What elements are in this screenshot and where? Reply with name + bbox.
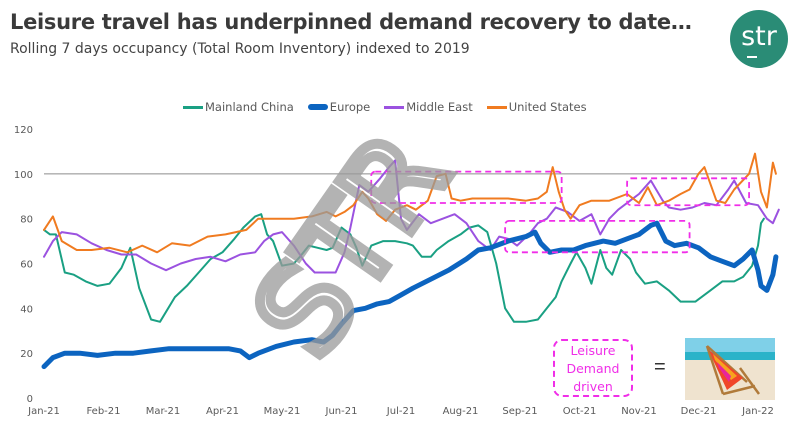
x-tick-label: May-21 (264, 406, 301, 417)
annotation-line-2: Demand (566, 361, 620, 376)
legend-label-united-states: United States (508, 100, 587, 114)
x-tick-label: Jan-22 (741, 406, 774, 417)
legend-label-middle-east: Middle East (406, 100, 473, 114)
y-tick-label: 20 (20, 349, 33, 360)
y-tick-label: 40 (20, 304, 33, 315)
legend-item-middle-east: Middle East (384, 100, 473, 114)
logo-underline (747, 56, 757, 58)
legend-item-europe: Europe (307, 100, 371, 114)
series-line-united-states (43, 152, 777, 254)
x-tick-label: Mar-21 (146, 406, 181, 417)
series-line-mainland-china (43, 213, 765, 323)
x-tick-label: Jun-21 (325, 406, 358, 417)
legend-label-mainland-china: Mainland China (205, 100, 294, 114)
y-axis-ticks: 0 20 40 60 80 100 120 (14, 125, 33, 405)
y-tick-label: 120 (14, 125, 33, 136)
annotation-line-1: Leisure (570, 343, 616, 358)
y-tick-label: 0 (27, 394, 33, 405)
x-tick-label: Sep-21 (502, 406, 537, 417)
x-tick-label: Dec-21 (681, 406, 717, 417)
page-subtitle: Rolling 7 days occupancy (Total Room Inv… (10, 41, 470, 57)
x-tick-label: Apr-21 (206, 406, 239, 417)
x-tick-label: Oct-21 (563, 406, 597, 417)
str-watermark: STR (228, 110, 475, 380)
highlight-boxes (370, 170, 750, 254)
page-title: Leisure travel has underpinned demand re… (10, 10, 692, 34)
equals-sign: = (654, 356, 666, 378)
y-tick-label: 100 (14, 170, 33, 181)
legend-swatch-middle-east (384, 105, 405, 109)
x-tick-label: Nov-21 (621, 406, 657, 417)
legend-swatch-mainland-china (183, 105, 203, 109)
logo-text: str (741, 21, 777, 52)
legend-swatch-europe (307, 104, 328, 110)
x-axis-ticks: Jan-21 Feb-21 Mar-21 Apr-21 May-21 Jun-21 Jul-… (27, 406, 774, 417)
chart-legend: Mainland China Europe Middle East United… (183, 100, 587, 114)
y-tick-label: 60 (20, 260, 33, 271)
x-tick-label: Jan-21 (27, 406, 60, 417)
beach-chair-image (685, 338, 775, 400)
legend-swatch-united-states (486, 105, 507, 109)
x-tick-label: Feb-21 (86, 406, 120, 417)
x-tick-label: Aug-21 (443, 406, 479, 417)
highlight-box (504, 220, 691, 254)
str-logo: str (730, 10, 788, 68)
annotation-line-3: driven (573, 379, 613, 394)
legend-item-mainland-china: Mainland China (183, 100, 294, 114)
x-tick-label: Jul-21 (386, 406, 415, 417)
legend-label-europe: Europe (329, 100, 371, 114)
highlight-box (626, 177, 750, 207)
leisure-demand-annotation: Leisure Demand driven (553, 339, 633, 397)
highlight-box (370, 170, 563, 204)
y-tick-label: 80 (20, 215, 33, 226)
legend-item-united-states: United States (486, 100, 587, 114)
series-line-europe (41, 220, 779, 370)
